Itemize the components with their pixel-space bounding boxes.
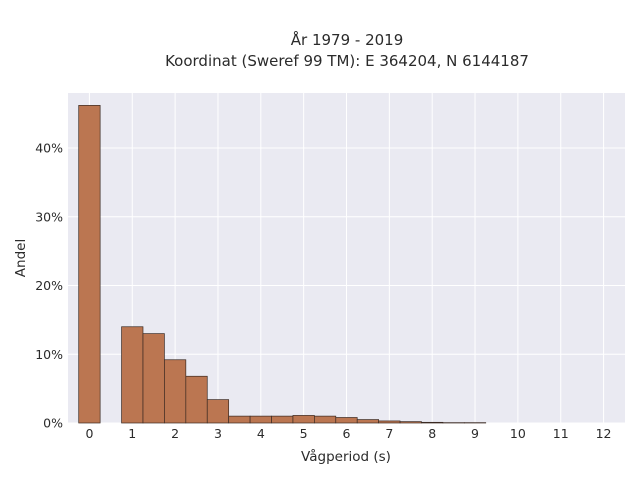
x-tick-label: 5 bbox=[300, 426, 308, 441]
histogram-bar bbox=[78, 105, 101, 424]
histogram-bar bbox=[314, 415, 337, 424]
chart-title: År 1979 - 2019 bbox=[291, 30, 404, 49]
y-tick-label: 20% bbox=[35, 278, 63, 293]
x-tick-label: 12 bbox=[596, 426, 612, 441]
histogram-bar bbox=[206, 399, 230, 424]
x-tick-label: 3 bbox=[214, 426, 222, 441]
x-tick-label: 4 bbox=[257, 426, 265, 441]
histogram-bar bbox=[399, 421, 422, 424]
histogram-bar bbox=[121, 326, 144, 424]
x-tick-labels: 0 1 2 3 4 5 6 7 8 9 10 11 12 bbox=[85, 426, 611, 441]
histogram-bar bbox=[249, 415, 272, 424]
histogram-bar bbox=[164, 359, 187, 424]
histogram-bar bbox=[292, 415, 315, 424]
y-tick-label: 40% bbox=[35, 141, 63, 156]
histogram-bar bbox=[421, 421, 444, 424]
x-tick-label: 10 bbox=[510, 426, 526, 441]
y-tick-labels: 0% 10% 20% 30% 40% bbox=[35, 141, 63, 431]
histogram-bar bbox=[335, 417, 358, 424]
histogram-bar bbox=[378, 420, 401, 424]
chart-subtitle: Koordinat (Sweref 99 TM): E 364204, N 61… bbox=[165, 52, 529, 70]
x-tick-label: 1 bbox=[128, 426, 136, 441]
x-tick-label: 8 bbox=[428, 426, 436, 441]
x-tick-label: 6 bbox=[343, 426, 351, 441]
histogram-bar bbox=[142, 333, 165, 424]
x-tick-label: 11 bbox=[553, 426, 569, 441]
x-tick-label: 0 bbox=[85, 426, 93, 441]
x-tick-label: 7 bbox=[385, 426, 393, 441]
bars bbox=[78, 105, 487, 424]
histogram-bar bbox=[356, 419, 379, 424]
x-tick-label: 2 bbox=[171, 426, 179, 441]
x-axis-label: Vågperiod (s) bbox=[301, 448, 391, 465]
y-tick-label: 10% bbox=[35, 347, 63, 362]
y-tick-label: 0% bbox=[43, 416, 63, 431]
histogram-bar bbox=[271, 415, 294, 424]
x-tick-label: 9 bbox=[471, 426, 479, 441]
y-axis-label: Andel bbox=[13, 239, 29, 277]
y-tick-label: 30% bbox=[35, 209, 63, 224]
histogram-bar bbox=[228, 415, 251, 424]
histogram-bar bbox=[185, 375, 208, 424]
